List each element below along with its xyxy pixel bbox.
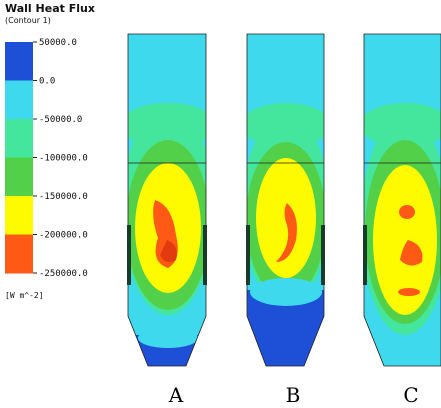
panel-label-c: C — [403, 383, 419, 407]
legend-band — [5, 42, 33, 81]
legend-title: Wall Heat Flux — [5, 2, 95, 15]
legend-subtitle: (Contour 1) — [5, 16, 51, 25]
legend-tick-label: -50000.0 — [39, 115, 82, 125]
legend-unit: [W m^-2] — [5, 291, 44, 300]
legend-tick-label: -100000.0 — [39, 154, 88, 164]
legend-tick-label: -150000.0 — [39, 192, 88, 202]
furnace-contours — [127, 33, 441, 367]
legend-tick-label: -200000.0 — [39, 231, 88, 241]
panel-label-b: B — [285, 383, 301, 407]
furnace-c — [363, 33, 441, 367]
legend-band — [5, 157, 33, 197]
legend-band — [5, 196, 33, 235]
panel-label-a: A — [168, 383, 184, 407]
legend-tick-label: 50000.0 — [39, 38, 77, 48]
legend-band — [5, 234, 33, 274]
legend-band — [5, 119, 33, 158]
legend-tick-label: 0.0 — [39, 77, 55, 87]
color-legend: 50000.0 0.0 -50000.0 -100000.0 -150000.0 -200… — [5, 38, 88, 279]
furnace-a — [127, 33, 207, 367]
legend-tick-label: -250000.0 — [39, 269, 88, 279]
furnace-b — [246, 33, 325, 367]
legend-band — [5, 80, 33, 120]
